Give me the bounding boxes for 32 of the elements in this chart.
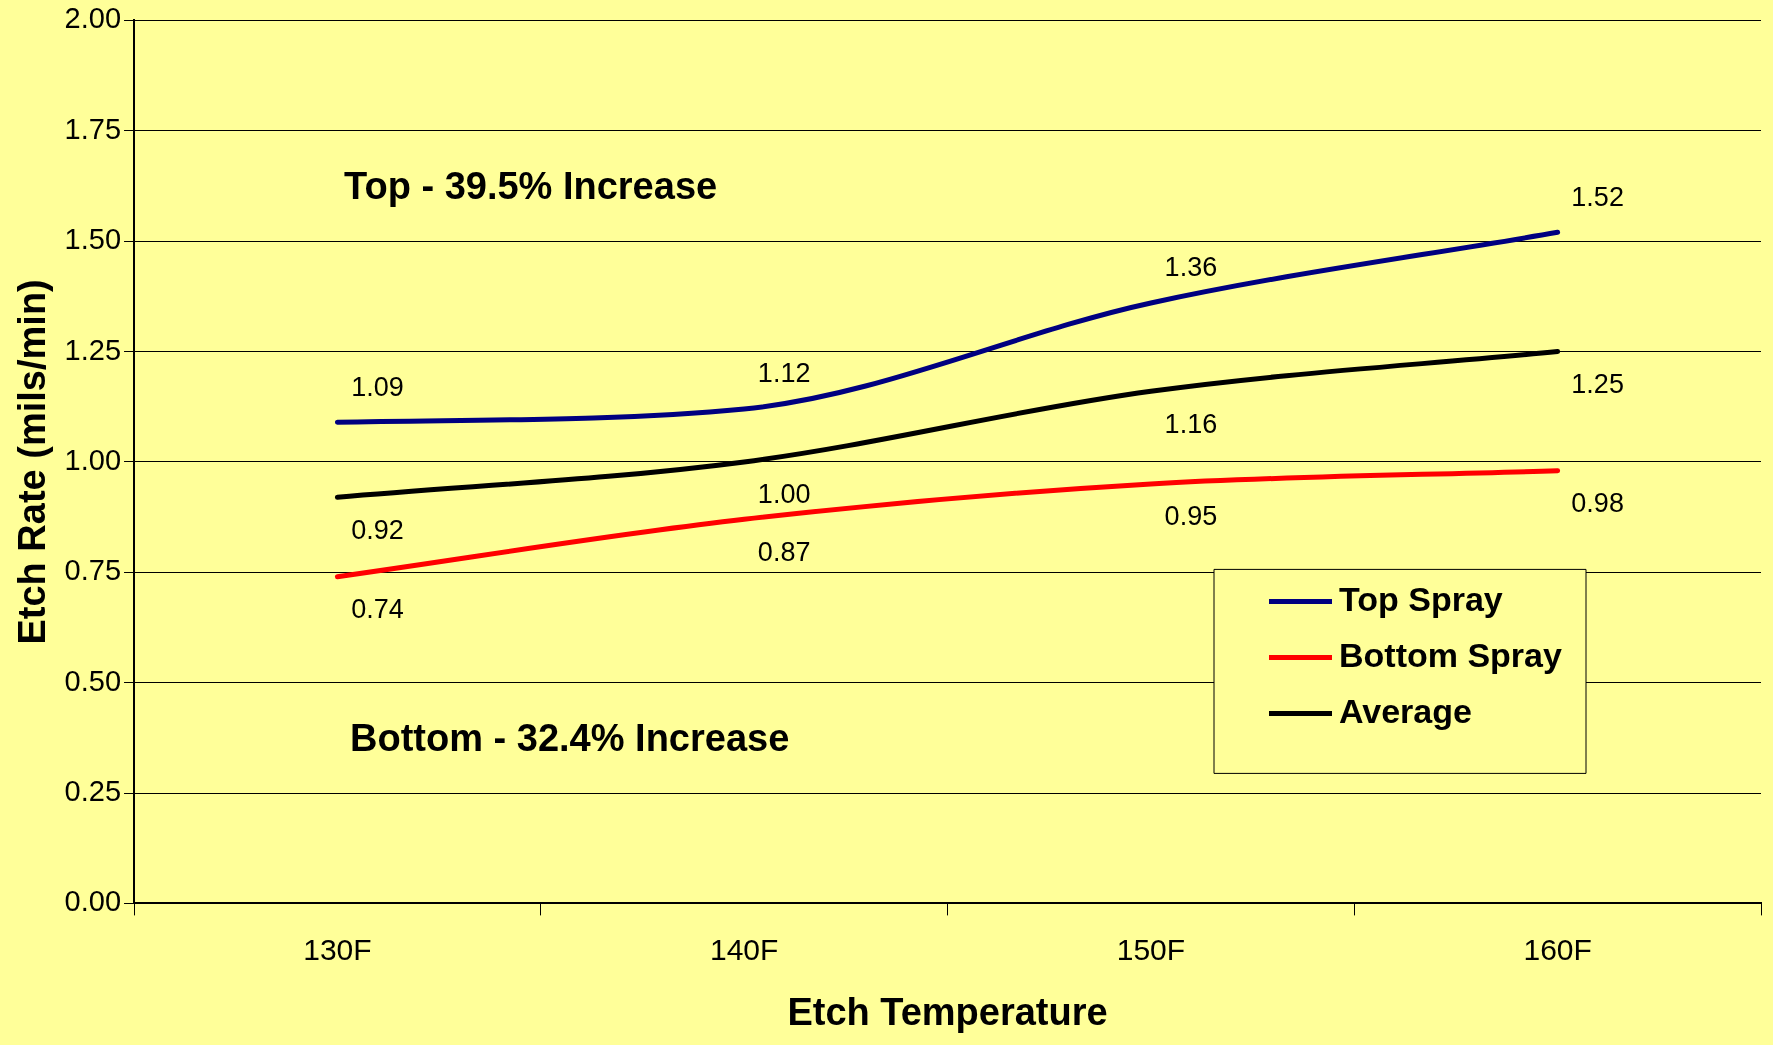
legend-label: Average [1339,691,1472,730]
y-tick-label: 1.50 [64,223,122,256]
legend-label: Bottom Spray [1339,635,1562,674]
legend-label: Top Spray [1339,579,1503,618]
x-tick-label: 130F [303,932,372,966]
data-label: 1.52 [1571,181,1624,212]
y-tick-label: 1.00 [64,443,122,476]
data-label: 0.95 [1164,501,1218,532]
annotation: Bottom - 32.4% Increase [350,716,790,759]
y-tick-label: 0.25 [64,775,122,808]
data-label: 0.92 [351,514,404,545]
data-label: 1.25 [1571,368,1624,399]
annotation: Top - 39.5% Increase [344,164,718,207]
data-label: 1.16 [1164,408,1218,439]
y-axis-title: Etch Rate (mils/min) [11,279,54,645]
data-label: 1.00 [757,479,811,510]
y-tick-label: 0.50 [64,664,122,697]
y-tick-label: 0.75 [64,554,122,587]
y-tick-label: 2.00 [64,2,122,35]
data-label: 1.36 [1164,252,1218,283]
data-label: 1.12 [757,358,811,389]
x-tick-label: 160F [1523,932,1592,966]
data-label: 0.87 [757,536,811,567]
x-tick-label: 150F [1116,932,1186,966]
data-label: 1.09 [351,371,404,402]
x-axis-title: Etch Temperature [787,990,1108,1033]
y-tick-label: 1.75 [64,112,122,145]
data-label: 0.98 [1571,488,1624,519]
x-tick-label: 140F [709,932,779,966]
data-label: 0.74 [351,594,404,625]
y-tick-label: 1.25 [64,333,122,366]
y-tick-label: 0.00 [64,885,122,918]
